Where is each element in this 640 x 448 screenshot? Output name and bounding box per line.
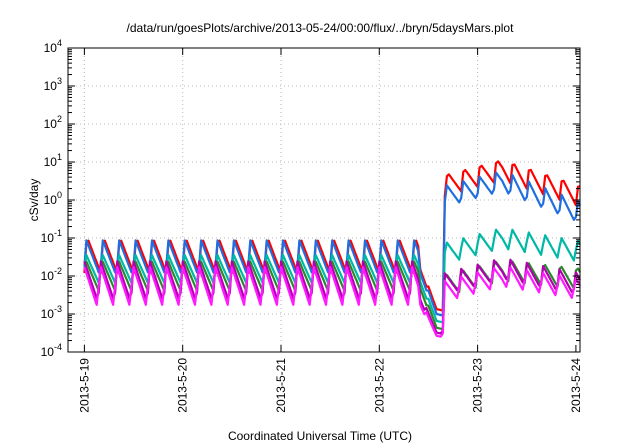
y-tick-label: 100 <box>44 190 62 207</box>
y-tick-label: 10-4 <box>41 342 62 359</box>
y-tick-label: 103 <box>44 76 62 93</box>
y-tick-label: 10-1 <box>41 228 62 245</box>
grid-lines <box>68 48 580 352</box>
x-tick-label: 2013-5-22 <box>372 358 386 413</box>
series-layer <box>83 160 581 338</box>
series-line <box>83 258 581 335</box>
y-tick-label: 10-3 <box>41 304 62 321</box>
x-tick-label: 2013-5-19 <box>77 358 91 413</box>
x-tick-label: 2013-5-21 <box>274 358 288 413</box>
axis-ticks <box>68 47 580 353</box>
x-axis-label: Coordinated Universal Time (UTC) <box>227 429 413 443</box>
y-tick-label: 102 <box>44 114 62 131</box>
y-tick-label: 104 <box>44 38 62 55</box>
x-tick-label: 2013-5-23 <box>471 358 485 413</box>
y-tick-label: 101 <box>44 152 62 169</box>
tick-labels: 10-4 10-3 10-2 10-1 100 101 102 103 104 2013-5-19… <box>41 38 583 413</box>
y-tick-label: 10-2 <box>41 266 62 283</box>
series-line <box>83 266 581 338</box>
chart-title: /data/run/goesPlots/archive/2013-05-24/0… <box>126 21 514 35</box>
x-tick-label: 2013-5-24 <box>569 358 583 413</box>
x-tick-label: 2013-5-20 <box>176 358 190 413</box>
